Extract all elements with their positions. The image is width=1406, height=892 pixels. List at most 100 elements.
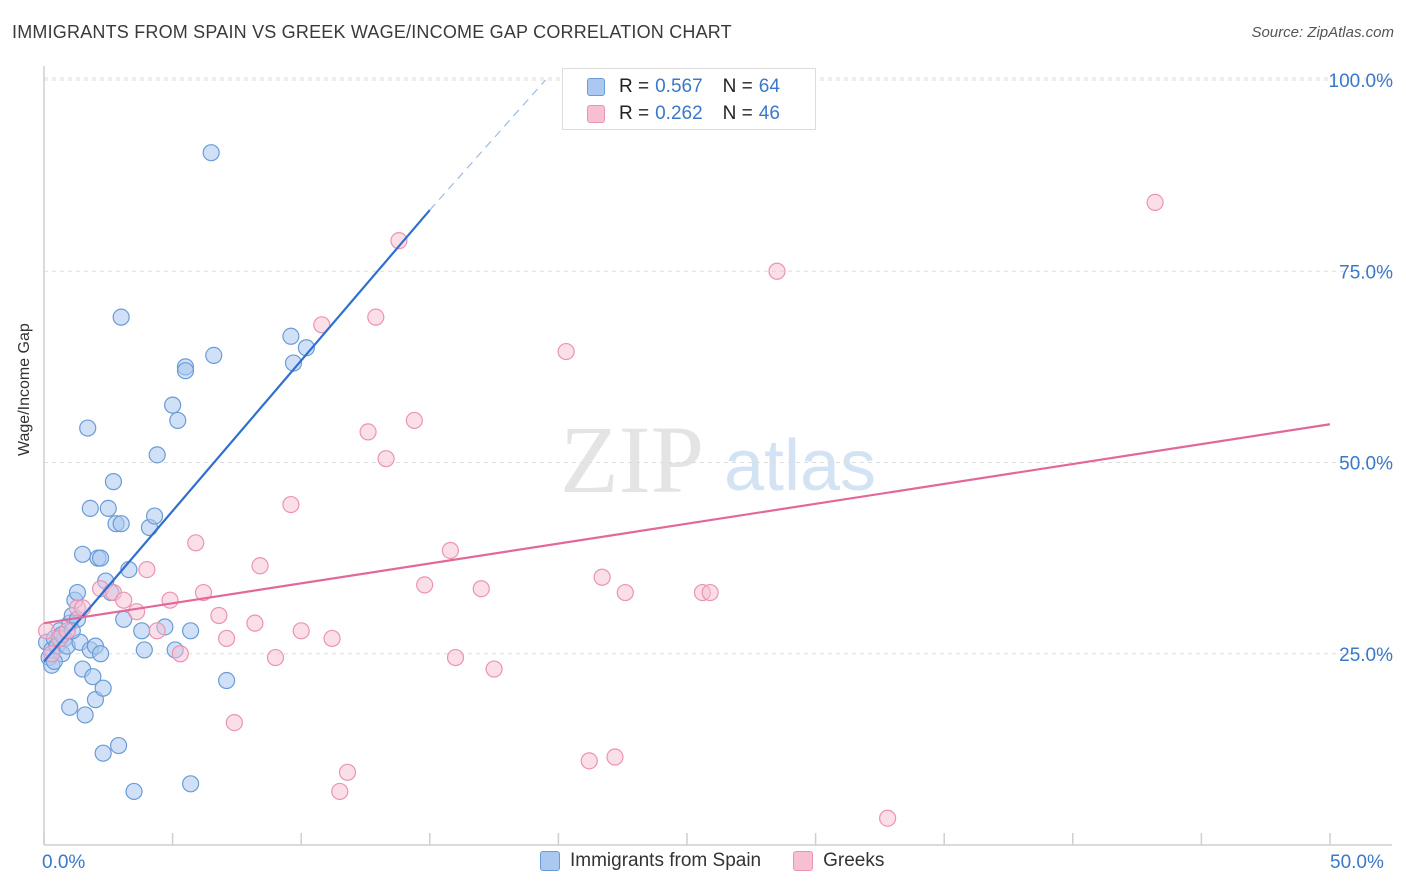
data-point-spain	[125, 782, 143, 801]
legend-row-spain: R = 0.567 N = 64	[587, 74, 780, 100]
y-tick-labels: 25.0% 50.0% 75.0% 100.0%	[1329, 71, 1394, 666]
legend-label-spain: Immigrants from Spain	[570, 850, 762, 871]
data-point-greeks	[187, 534, 205, 552]
data-point-greeks	[359, 423, 377, 441]
trendlines	[43, 79, 1331, 663]
trendline-greeks	[43, 423, 1331, 625]
data-point-spain	[99, 499, 117, 517]
legend-item-spain[interactable]: Immigrants from Spain	[540, 850, 761, 872]
data-point-greeks	[405, 411, 423, 430]
legend-n-value: 64	[758, 76, 780, 97]
data-point-spain	[76, 706, 94, 724]
data-point-spain	[145, 507, 164, 525]
data-point-spain	[176, 362, 195, 380]
data-point-greeks	[210, 606, 228, 625]
data-point-spain	[84, 668, 102, 686]
data-point-greeks	[367, 308, 385, 326]
legend-swatch-spain	[540, 851, 560, 871]
data-point-greeks	[472, 580, 490, 598]
x-tick-label-max: 50.0%	[1330, 852, 1384, 873]
source-label: Source: ZipAtlas.com	[1251, 24, 1394, 41]
legend-r-label: R =	[619, 103, 650, 124]
axes	[43, 66, 1392, 846]
data-point-spain	[133, 622, 151, 640]
trendline-spain-extension	[429, 79, 546, 211]
data-point-spain	[94, 679, 112, 697]
data-point-greeks	[246, 614, 264, 632]
data-point-greeks	[1146, 193, 1164, 211]
data-point-greeks	[593, 568, 611, 586]
legend-swatch-greeks	[793, 851, 814, 871]
legend-r-value: 0.567	[655, 76, 703, 97]
legend-swatch-pink	[587, 105, 605, 123]
data-point-greeks	[441, 541, 459, 560]
data-point-greeks	[115, 591, 133, 609]
watermark-zip: ZIP	[560, 406, 704, 513]
data-point-spain	[182, 775, 200, 793]
data-point-greeks	[580, 752, 598, 770]
data-point-spain	[205, 346, 223, 364]
data-point-spain	[91, 549, 110, 567]
data-point-greeks	[377, 450, 395, 468]
data-point-greeks	[879, 809, 897, 827]
data-point-spain	[169, 411, 187, 430]
data-point-greeks	[338, 763, 357, 781]
data-point-greeks	[768, 262, 786, 280]
legend-n-label: N =	[722, 76, 753, 97]
data-point-spain	[202, 144, 220, 162]
legend-r-label: R =	[619, 76, 650, 97]
data-point-spain	[182, 622, 200, 640]
data-point-spain	[73, 545, 92, 563]
data-point-greeks	[194, 583, 213, 602]
legend-r-value: 0.262	[655, 103, 703, 124]
data-point-greeks	[292, 622, 310, 640]
watermark-atlas: atlas	[724, 426, 876, 506]
legend-swatch-blue	[587, 78, 605, 96]
data-point-spain	[112, 515, 130, 533]
data-point-spain	[218, 671, 236, 690]
x-tick-label-min: 0.0%	[42, 852, 86, 873]
data-point-spain	[135, 641, 153, 659]
data-point-greeks	[148, 622, 166, 640]
data-point-greeks	[225, 713, 243, 732]
data-point-spain	[112, 308, 130, 326]
legend-item-greeks[interactable]: Greeks	[793, 850, 884, 872]
data-point-greeks	[73, 599, 92, 617]
data-point-spain	[79, 419, 97, 437]
data-point-greeks	[701, 583, 719, 602]
data-point-greeks	[485, 660, 503, 678]
data-point-greeks	[606, 748, 624, 766]
trendline-spain	[43, 209, 431, 663]
data-point-greeks	[58, 622, 76, 640]
legend-n-value: 46	[758, 103, 780, 124]
series-greeks	[37, 193, 1164, 827]
data-point-greeks	[266, 648, 285, 667]
data-point-greeks	[616, 583, 634, 602]
data-point-greeks	[331, 782, 349, 801]
data-point-greeks	[557, 342, 575, 361]
data-point-spain	[104, 473, 123, 491]
data-point-greeks	[416, 576, 434, 594]
correlation-legend: R = 0.567 N = 64 R = 0.262 N = 46	[562, 68, 816, 130]
data-point-spain	[61, 698, 79, 716]
gridlines	[44, 77, 1392, 655]
series-immigrants-from-spain	[37, 144, 315, 801]
data-point-greeks	[446, 648, 465, 667]
data-point-greeks	[171, 645, 189, 663]
data-point-greeks	[282, 495, 300, 514]
y-tick-label: 75.0%	[1339, 262, 1393, 283]
data-point-spain	[148, 446, 166, 464]
data-point-greeks	[313, 316, 331, 334]
data-point-greeks	[161, 591, 179, 609]
data-point-spain	[91, 645, 110, 663]
data-point-spain	[94, 744, 112, 762]
legend-n-label: N =	[722, 103, 753, 124]
series-legend: Immigrants from Spain Greeks	[540, 850, 916, 872]
data-point-spain	[282, 327, 300, 345]
chart-title: IMMIGRANTS FROM SPAIN VS GREEK WAGE/INCO…	[12, 22, 732, 42]
data-point-spain	[109, 736, 128, 755]
data-point-greeks	[218, 629, 236, 648]
legend-label-greeks: Greeks	[823, 850, 885, 871]
legend-row-greeks: R = 0.262 N = 46	[587, 101, 780, 127]
